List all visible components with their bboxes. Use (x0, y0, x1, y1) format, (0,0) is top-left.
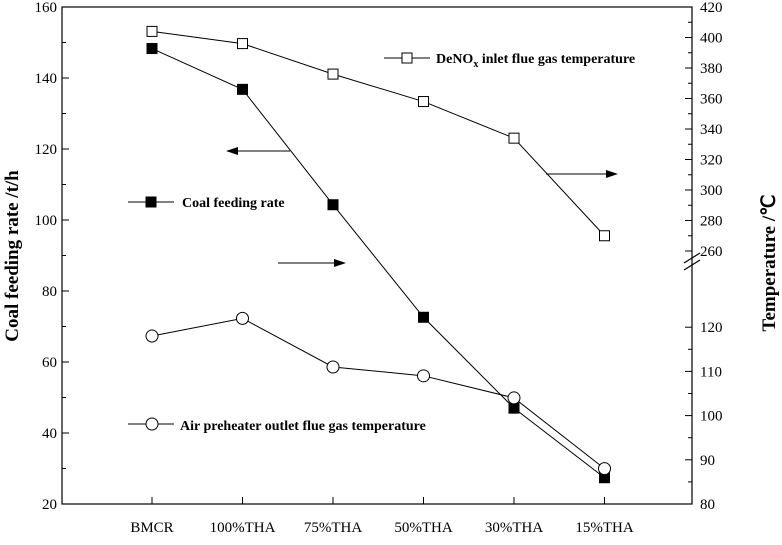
right-tick-label-lower: 80 (700, 497, 715, 513)
left-tick-label: 100 (35, 213, 58, 229)
right-tick-label-lower: 100 (700, 409, 723, 425)
legend-filled-square-marker (145, 196, 157, 208)
legend-open-circle-marker (145, 417, 159, 431)
data-point-0 (146, 25, 158, 37)
data-point-1 (237, 83, 248, 95)
legend-open-square-marker (401, 52, 413, 64)
legend-airpreheater-label: Air preheater outlet flue gas temperatur… (180, 419, 426, 434)
right-tick-label-lower: 110 (700, 364, 722, 380)
right-tick-label-upper: 320 (700, 153, 723, 169)
legend-coal: Coal feeding rate (128, 196, 285, 211)
x-tick-label: 15%THA (575, 520, 633, 536)
data-point-0 (418, 96, 429, 108)
data-point-2 (507, 391, 521, 405)
data-point-0 (508, 132, 520, 144)
left-tick-label: 140 (35, 71, 58, 87)
data-point-2 (598, 462, 611, 476)
x-tick-label: 50%THA (394, 520, 452, 536)
right-tick-label-upper: 420 (700, 0, 723, 16)
left-tick-label: 80 (42, 284, 57, 300)
arrow-denox-right (546, 170, 618, 178)
series-line-0 (151, 30, 605, 237)
left-tick-label: 60 (42, 355, 57, 371)
left-axis: 20 40 60 80 100 120 140 160 (35, 0, 69, 513)
right-tick-label-upper: 300 (700, 183, 723, 199)
data-point-0 (327, 68, 339, 80)
right-tick-label-upper: 360 (700, 92, 723, 108)
right-axis: 260 280 300 320 340 360 380 400 420 80 90 100 110 120 (685, 0, 723, 513)
right-tick-label-upper: 380 (700, 61, 723, 77)
series-line-2 (151, 317, 605, 470)
left-axis-title: Coal feeding rate /t/h (2, 170, 23, 342)
axis-break-mark (683, 252, 701, 271)
x-tick-label: 30%THA (485, 520, 543, 536)
right-tick-label-lower: 90 (700, 453, 715, 469)
arrow-airpreheater-right (278, 259, 346, 267)
data-point-2 (236, 311, 249, 325)
arrow-coal-left (226, 147, 290, 155)
x-axis: BMCR 100%THA 75%THA 50%THA 30%THA 15%THA (130, 497, 634, 536)
right-axis-title: Temperature /℃ (759, 195, 780, 332)
data-point-1 (146, 43, 158, 55)
right-tick-label-upper: 280 (700, 214, 723, 230)
legend-airpreheater: Air preheater outlet flue gas temperatur… (128, 417, 426, 434)
data-point-2 (417, 369, 430, 383)
x-tick-label: 75%THA (304, 520, 362, 536)
left-tick-label: 120 (35, 142, 58, 158)
data-point-1 (418, 311, 429, 323)
series-layer (145, 25, 611, 484)
data-point-2 (326, 360, 340, 374)
data-point-1 (508, 402, 520, 414)
right-tick-label-upper: 340 (700, 122, 723, 138)
left-tick-label: 40 (42, 426, 57, 442)
data-point-0 (599, 230, 610, 242)
right-tick-label-upper: 400 (700, 31, 723, 47)
left-tick-label: 20 (42, 497, 57, 513)
legend-denox-label: DeNOx inlet flue gas temperature (436, 52, 635, 70)
data-point-0 (237, 38, 248, 50)
right-tick-label-lower: 120 (700, 320, 723, 336)
series-line-1 (151, 48, 605, 479)
legend-denox: DeNOx inlet flue gas temperature (384, 52, 635, 70)
x-tick-label: 100%THA (210, 520, 276, 536)
data-point-2 (145, 329, 159, 343)
data-point-1 (327, 199, 339, 211)
right-tick-label-upper: 260 (700, 244, 723, 260)
left-tick-label: 160 (35, 0, 58, 16)
x-tick-label: BMCR (130, 520, 173, 536)
legend-coal-label: Coal feeding rate (182, 196, 285, 211)
